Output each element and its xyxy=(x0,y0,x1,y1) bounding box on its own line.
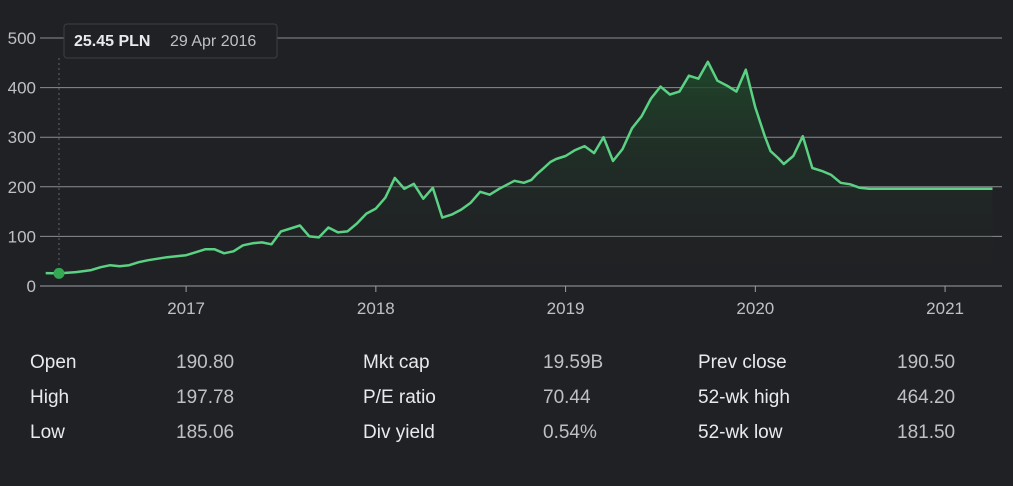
y-tick-label: 200 xyxy=(8,178,36,197)
tooltip-price: 25.45 PLN xyxy=(74,33,150,50)
x-axis: 2017 2018 2019 2020 2021 xyxy=(167,286,964,318)
pe-ratio-label: P/E ratio xyxy=(363,387,436,408)
price-area xyxy=(45,61,993,286)
stats-row: Low 185.06 Div yield 0.54% 52-wk low 181… xyxy=(0,410,1013,445)
mkt-cap-value: 19.59B xyxy=(543,352,604,373)
52wk-high-label: 52-wk high xyxy=(698,387,790,408)
open-label: Open xyxy=(30,352,77,373)
x-tick-label: 2021 xyxy=(926,299,964,318)
open-value: 190.80 xyxy=(176,352,235,373)
tooltip: 25.45 PLN 29 Apr 2016 xyxy=(63,23,278,59)
stats-row: Open 190.80 Mkt cap 19.59B Prev close 19… xyxy=(0,340,1013,375)
52wk-low-value: 181.50 xyxy=(897,422,956,443)
div-yield-value: 0.54% xyxy=(543,422,597,443)
div-yield-label: Div yield xyxy=(363,422,435,443)
x-tick-label: 2017 xyxy=(167,299,205,318)
x-tick-label: 2020 xyxy=(736,299,774,318)
y-tick-label: 100 xyxy=(8,227,36,246)
stats-row: High 197.78 P/E ratio 70.44 52-wk high 4… xyxy=(0,375,1013,410)
y-tick-label: 0 xyxy=(27,277,36,296)
y-tick-label: 400 xyxy=(8,79,36,98)
mkt-cap-label: Mkt cap xyxy=(363,352,430,373)
price-chart[interactable]: 0 100 200 300 400 500 2017 2018 2019 2020 2021 25… xyxy=(0,0,1013,330)
52wk-low-label: 52-wk low xyxy=(698,422,783,443)
pe-ratio-value: 70.44 xyxy=(543,387,591,408)
y-axis: 0 100 200 300 400 500 xyxy=(8,29,36,296)
y-tick-label: 300 xyxy=(8,128,36,147)
low-label: Low xyxy=(30,422,65,443)
y-tick-label: 500 xyxy=(8,29,36,48)
x-tick-label: 2019 xyxy=(547,299,585,318)
low-value: 185.06 xyxy=(176,422,235,443)
hover-point xyxy=(53,267,65,279)
tooltip-date: 29 Apr 2016 xyxy=(170,33,256,50)
high-value: 197.78 xyxy=(176,387,235,408)
stats-table: Open 190.80 Mkt cap 19.59B Prev close 19… xyxy=(0,340,1013,445)
price-line[interactable] xyxy=(45,60,993,275)
x-tick-label: 2018 xyxy=(357,299,395,318)
prev-close-label: Prev close xyxy=(698,352,787,373)
prev-close-value: 190.50 xyxy=(897,352,956,373)
52wk-high-value: 464.20 xyxy=(897,387,956,408)
high-label: High xyxy=(30,387,70,408)
